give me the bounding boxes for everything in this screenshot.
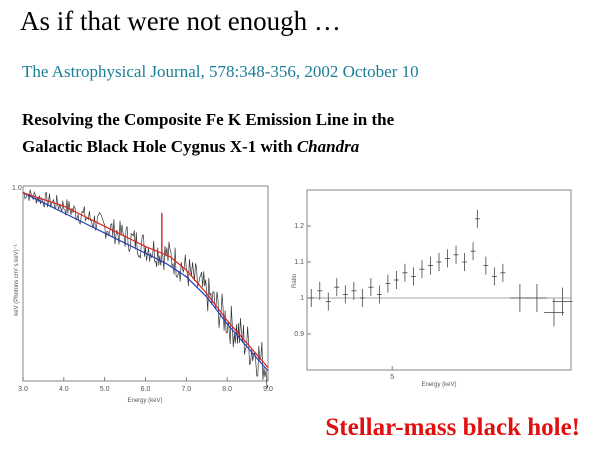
ratio-data-point: [342, 285, 348, 304]
paper-title-line-2-text: Galactic Black Hole Cygnus X-1 with: [22, 137, 297, 156]
ratio-data-points: [308, 209, 573, 327]
spectrum-x-tick-label: 5.0: [100, 386, 110, 393]
slide-title: As if that were not enough …: [20, 6, 341, 36]
ratio-data-point: [410, 267, 416, 286]
ratio-y-tick-label: 1.2: [294, 223, 304, 230]
spectrum-x-tick-label: 9.0: [263, 386, 273, 393]
spectrum-x-tick-label: 6.0: [141, 386, 151, 393]
ratio-data-point: [317, 281, 323, 300]
spectrum-data-histogram: [22, 189, 269, 389]
ratio-data-point: [385, 274, 391, 293]
ratio-data-point: [368, 278, 374, 297]
ratio-data-point: [552, 287, 573, 316]
ratio-data-point: [351, 281, 357, 300]
ratio-data-point: [402, 263, 408, 282]
ratio-data-point: [453, 245, 459, 264]
ratio-data-point: [445, 249, 451, 268]
paper-title-line-2: Galactic Black Hole Cygnus X-1 with Chan…: [22, 133, 394, 160]
ratio-data-point: [376, 285, 382, 304]
spectrum-x-axis-label: Energy (keV): [127, 398, 162, 404]
ratio-data-point: [543, 298, 564, 327]
spectrum-continuum-model: [22, 192, 269, 372]
conclusion-text: Stellar-mass black hole!: [325, 414, 580, 441]
ratio-data-point: [419, 260, 425, 279]
ratio-y-tick-label: 0.9: [294, 331, 304, 338]
ratio-data-point: [359, 289, 365, 307]
ratio-x-tick-label: 5: [390, 374, 394, 381]
spectrum-plot-frame: [22, 185, 269, 382]
spectrum-x-tick-label: 7.0: [181, 386, 191, 393]
ratio-data-point: [526, 284, 547, 312]
spectrum-x-tick-label: 3.0: [18, 386, 28, 393]
ratio-data-point: [483, 256, 489, 275]
ratio-x-axis-label: Energy (keV): [421, 382, 456, 388]
spectrum-x-tick-label: 4.0: [59, 386, 69, 393]
ratio-y-tick-label: 1.1: [294, 259, 304, 266]
ratio-data-point: [393, 271, 399, 289]
ratio-data-point: [436, 253, 442, 271]
ratio-data-point: [325, 292, 331, 311]
spectrum-x-tick-label: 8.0: [222, 386, 232, 393]
spectrum-y-tick: 1.0: [12, 185, 22, 192]
ratio-data-point: [427, 256, 433, 275]
ratio-data-point: [308, 289, 314, 307]
ratio-plot: 0.9 1 1.1 1.2 Ratio 5 Energy (keV): [292, 189, 573, 388]
ratio-data-point: [500, 263, 506, 282]
journal-citation: The Astrophysical Journal, 578:348-356, …: [22, 62, 419, 81]
ratio-data-point: [462, 253, 468, 271]
paper-title: Resolving the Composite Fe K Emission Li…: [22, 106, 394, 160]
paper-title-italic-word: Chandra: [296, 137, 360, 156]
ratio-data-point: [470, 242, 476, 261]
ratio-data-point: [334, 278, 340, 297]
paper-title-line-1: Resolving the Composite Fe K Emission Li…: [22, 110, 395, 129]
spectrum-plot: 1.0 keV (Photons cm² s keV)⁻¹ 3.0 4.0 5.0 6…: [12, 185, 273, 404]
spectrum-y-axis-label: keV (Photons cm² s keV)⁻¹: [14, 244, 20, 316]
ratio-x-ticks: 5: [390, 366, 394, 381]
ratio-y-tick-label: 1: [300, 295, 304, 302]
spectrum-data-trace: [22, 189, 269, 389]
ratio-data-point: [491, 267, 497, 286]
ratio-data-point: [509, 284, 530, 312]
ratio-data-point: [474, 209, 480, 228]
spectrum-line-model: [22, 192, 269, 368]
spectrum-x-ticks: 3.0 4.0 5.0 6.0 7.0 8.0 9.0: [18, 377, 273, 393]
ratio-y-axis-label: Ratio: [292, 273, 298, 288]
ratio-plot-frame: [306, 189, 572, 371]
